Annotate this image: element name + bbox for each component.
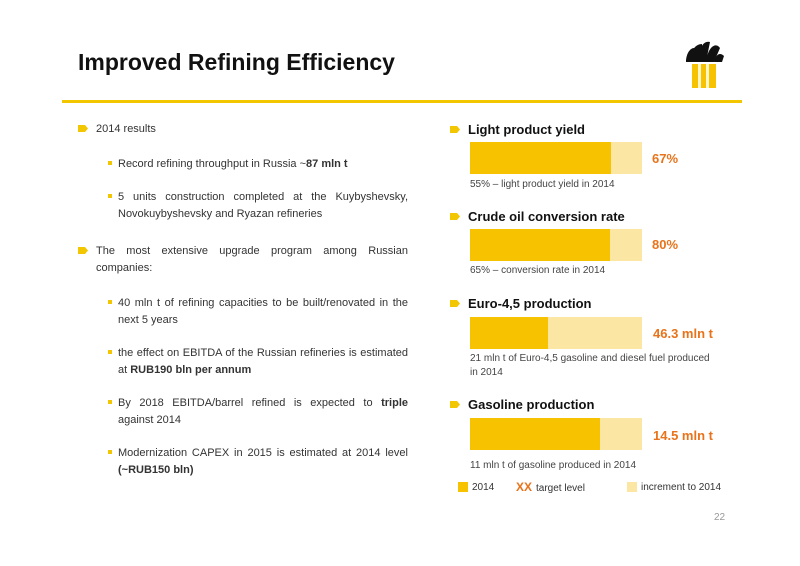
metric-caption: 65% – conversion rate in 2014 — [470, 265, 606, 276]
metric-bar — [470, 317, 642, 349]
legend-target-marker: XX — [516, 480, 533, 494]
metric-title: Euro-4,5 production — [450, 296, 740, 314]
company-logo — [684, 40, 724, 90]
metric-title-text: Gasoline production — [468, 397, 595, 412]
metric-title-text: Crude oil conversion rate — [468, 209, 625, 224]
square-bullet-icon — [108, 350, 112, 354]
page-title: Improved Refining Efficiency — [78, 49, 395, 75]
square-bullet-icon — [108, 450, 112, 454]
metric-gasoline-production: Gasoline production 14.5 mln t 11 mln t … — [450, 397, 740, 471]
metric-title: Gasoline production — [450, 397, 740, 415]
legend-target: XX target level — [516, 480, 585, 494]
metric-caption: 55% – light product yield in 2014 — [470, 179, 615, 190]
bullet-text: The most extensive upgrade program among… — [96, 245, 408, 274]
metric-light-product-yield: Light product yield 67% 55% – light prod… — [450, 122, 740, 190]
bullet-2014-results: 2014 results — [78, 121, 408, 138]
arrow-bullet-icon — [78, 247, 88, 254]
bullet-text: 5 units construction completed at the Ku… — [118, 191, 408, 220]
target-value: 80% — [652, 237, 679, 252]
metric-title: Crude oil conversion rate — [450, 209, 740, 227]
target-value: 14.5 mln t — [653, 428, 713, 443]
results-text: 2014 results Record refining throughput … — [78, 121, 408, 495]
square-bullet-icon — [108, 400, 112, 404]
metric-caption: 21 mln t of Euro-4,5 gasoline and diesel… — [470, 353, 710, 378]
bullet-text: Modernization CAPEX in 2015 is estimated… — [118, 447, 408, 459]
target-value: 46.3 mln t — [653, 326, 713, 341]
legend-label: increment to 2014 — [641, 482, 722, 493]
bullet-bold-text: 87 mln t — [306, 158, 348, 170]
sub-bullet-units: 5 units construction completed at the Ku… — [78, 189, 408, 223]
sub-bullet-ebitda: the effect on EBITDA of the Russian refi… — [78, 345, 408, 379]
page-number: 22 — [714, 512, 726, 523]
sub-bullet-throughput: Record refining throughput in Russia ~87… — [78, 156, 408, 173]
bullet-bold-text: (~RUB150 bln) — [118, 464, 194, 476]
bullet-text: against 2014 — [118, 414, 181, 426]
metric-bar — [470, 142, 642, 174]
bar-2014-fill — [470, 418, 601, 450]
square-bullet-icon — [108, 194, 112, 198]
metric-title-text: Light product yield — [468, 122, 585, 137]
bar-2014-fill — [470, 317, 548, 349]
bullet-text: 40 mln t of refining capacities to be bu… — [118, 297, 408, 326]
bar-2014-fill — [470, 229, 610, 261]
arrow-bullet-icon — [78, 125, 88, 132]
arrow-bullet-icon — [450, 401, 460, 408]
legend-swatch-2014 — [458, 482, 468, 493]
bullet-bold-text: triple — [381, 397, 408, 409]
bullet-text: Record refining throughput in Russia ~ — [118, 158, 307, 170]
bullet-text: 2014 results — [96, 123, 156, 135]
bullet-bold-text: RUB190 bln per annum — [130, 364, 252, 376]
arrow-bullet-icon — [450, 213, 460, 220]
metric-title-text: Euro-4,5 production — [468, 296, 592, 311]
metric-crude-oil-conversion: Crude oil conversion rate 80% 65% – conv… — [450, 209, 740, 276]
metric-bar — [470, 418, 642, 450]
sub-bullet-capex: Modernization CAPEX in 2015 is estimated… — [78, 445, 408, 479]
bar-2014-fill — [470, 142, 612, 174]
square-bullet-icon — [108, 161, 112, 165]
bullet-upgrade-program: The most extensive upgrade program among… — [78, 243, 408, 277]
metric-caption: 11 mln t of gasoline produced in 2014 — [470, 460, 637, 471]
legend-label: target level — [536, 483, 585, 494]
target-value: 67% — [652, 151, 679, 166]
metric-euro-production: Euro-4,5 production 46.3 mln t 21 mln t … — [450, 296, 740, 378]
metric-title: Light product yield — [450, 122, 740, 140]
legend-label: 2014 — [472, 482, 495, 493]
legend-2014: 2014 — [458, 482, 494, 493]
sub-bullet-triple: By 2018 EBITDA/barrel refined is expecte… — [78, 395, 408, 429]
bullet-text: the effect on EBITDA of the Russian refi… — [118, 347, 408, 376]
sub-bullet-capacities: 40 mln t of refining capacities to be bu… — [78, 295, 408, 329]
metric-bar — [470, 229, 642, 261]
bullet-text: By 2018 EBITDA/barrel refined is expecte… — [118, 397, 382, 409]
arrow-bullet-icon — [450, 300, 460, 307]
legend-swatch-increment — [627, 482, 637, 493]
arrow-bullet-icon — [450, 126, 460, 133]
title-divider — [62, 100, 742, 103]
legend-increment: increment to 2014 — [627, 482, 721, 493]
square-bullet-icon — [108, 300, 112, 304]
